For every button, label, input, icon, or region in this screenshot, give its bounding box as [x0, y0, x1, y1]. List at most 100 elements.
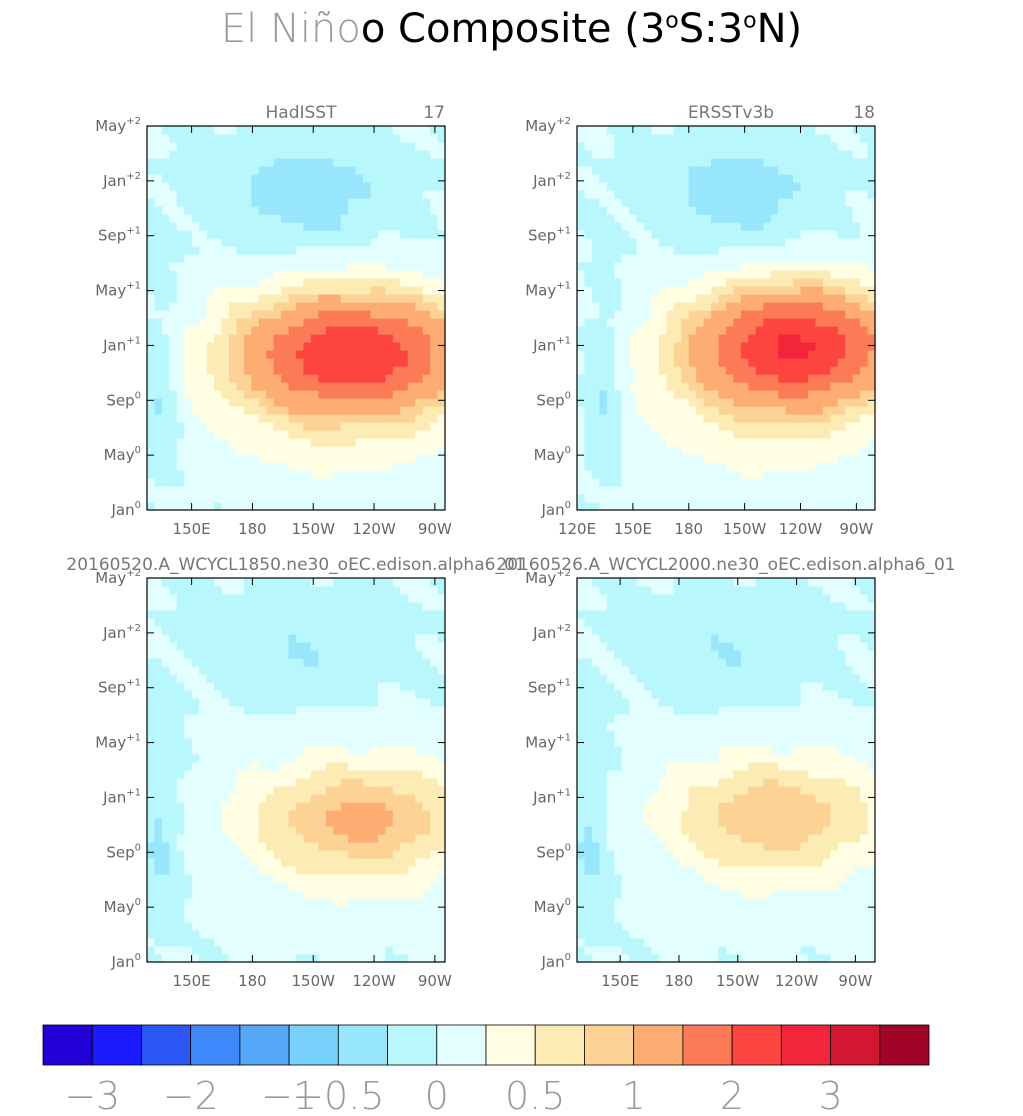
heat-cell [577, 254, 586, 263]
heat-cell [681, 422, 690, 431]
heat-cell [325, 142, 334, 151]
heat-cell [785, 438, 794, 447]
heat-cell [251, 610, 260, 619]
heat-cell [658, 470, 667, 479]
heat-cell [281, 690, 290, 699]
heat-cell [651, 214, 660, 223]
heat-cell [206, 882, 215, 891]
heat-cell [733, 158, 742, 167]
heat-cell [325, 446, 334, 455]
heat-cell [266, 302, 275, 311]
heat-cell [206, 246, 215, 255]
heat-cell [400, 302, 409, 311]
heat-cell [184, 954, 193, 963]
heat-cell [228, 738, 237, 747]
heat-cell [422, 246, 431, 255]
heat-cell [340, 406, 349, 415]
heat-cell [770, 134, 779, 143]
heat-cell [221, 674, 230, 683]
heat-cell [184, 406, 193, 415]
heat-cell [621, 174, 630, 183]
heat-cell [852, 382, 861, 391]
heat-cell [221, 826, 230, 835]
heat-cell [303, 270, 312, 279]
heat-cell [154, 238, 163, 247]
heat-cell [176, 126, 185, 135]
heat-cell [266, 642, 275, 651]
heat-cell [584, 174, 593, 183]
heat-cell [266, 446, 275, 455]
heat-cell [258, 342, 267, 351]
heat-cell [221, 214, 230, 223]
heat-cell [422, 126, 431, 135]
heat-cell [407, 222, 416, 231]
heat-cell [644, 478, 653, 487]
heat-cell [228, 302, 237, 311]
heat-cell [266, 254, 275, 263]
heat-cell [214, 658, 223, 667]
heat-cell [363, 454, 372, 463]
heat-cell [837, 486, 846, 495]
heat-cell [385, 238, 394, 247]
heat-cell [303, 770, 312, 779]
heat-cell [830, 462, 839, 471]
heat-cell [236, 342, 245, 351]
heat-cell [867, 502, 876, 511]
heat-cell [176, 310, 185, 319]
heat-cell [377, 134, 386, 143]
heat-cell [184, 470, 193, 479]
heat-cell [815, 310, 824, 319]
heat-cell [584, 366, 593, 375]
heat-cell [778, 246, 787, 255]
heat-cell [333, 326, 342, 335]
heat-cell [243, 954, 252, 963]
heat-cell [184, 938, 193, 947]
heat-cell [644, 318, 653, 327]
heat-cell [228, 238, 237, 247]
heat-cell [161, 134, 170, 143]
heat-cell [154, 866, 163, 875]
heat-cell [370, 270, 379, 279]
heat-cell [606, 494, 615, 503]
heat-cell [184, 478, 193, 487]
heat-cell [867, 398, 876, 407]
heat-cell [688, 494, 697, 503]
heat-cell [236, 358, 245, 367]
heat-cell [243, 382, 252, 391]
heat-cell [629, 334, 638, 343]
heat-cell [236, 334, 245, 343]
heat-cell [236, 262, 245, 271]
heat-cell [385, 302, 394, 311]
heat-cell [236, 462, 245, 471]
heat-cell [340, 318, 349, 327]
heat-cell [184, 166, 193, 175]
heat-cell [296, 850, 305, 859]
heat-cell [673, 438, 682, 447]
heat-cell [325, 494, 334, 503]
heat-cell [184, 874, 193, 883]
heat-cell [658, 190, 667, 199]
heat-cell [688, 126, 697, 135]
heat-cell [288, 730, 297, 739]
heat-cell [258, 318, 267, 327]
heat-cell [621, 158, 630, 167]
heat-cell [867, 318, 876, 327]
heat-cell [845, 246, 854, 255]
heat-cell [711, 230, 720, 239]
heat-cell [785, 198, 794, 207]
heat-cell [392, 222, 401, 231]
heat-cell [845, 462, 854, 471]
heat-cell [606, 310, 615, 319]
heat-cell [147, 874, 156, 883]
heat-cell [415, 246, 424, 255]
heat-cell [830, 254, 839, 263]
heat-cell [176, 690, 185, 699]
heat-cell [251, 438, 260, 447]
heat-cell [288, 230, 297, 239]
heat-cell [363, 150, 372, 159]
heat-cell [793, 230, 802, 239]
heat-cell [243, 626, 252, 635]
heat-cell [755, 358, 764, 367]
heat-cell [199, 794, 208, 803]
heat-cell [258, 954, 267, 963]
